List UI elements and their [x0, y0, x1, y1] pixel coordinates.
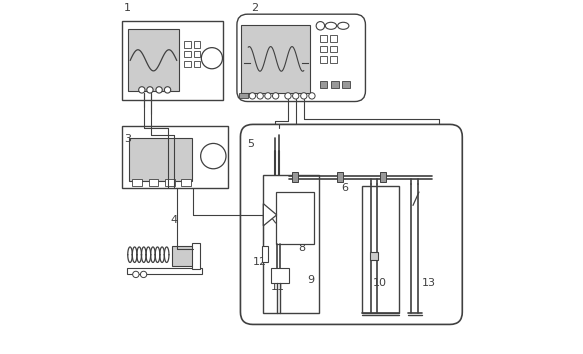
Bar [319, 56, 326, 63]
Bar [370, 252, 378, 260]
Bar [262, 246, 268, 262]
Bar [127, 268, 202, 274]
Ellipse shape [325, 22, 336, 29]
Text: 11: 11 [271, 282, 285, 292]
Bar [241, 25, 310, 93]
Bar [319, 81, 328, 88]
Text: 4: 4 [170, 215, 177, 225]
Bar [342, 81, 350, 88]
Text: 2: 2 [251, 4, 258, 13]
Circle shape [301, 93, 307, 99]
Text: 10: 10 [373, 278, 387, 288]
Bar [337, 172, 343, 182]
Bar [165, 179, 174, 186]
Bar [184, 61, 191, 67]
Text: 8: 8 [298, 243, 305, 253]
Circle shape [156, 87, 162, 93]
Circle shape [139, 87, 145, 93]
Text: 7: 7 [276, 234, 283, 244]
Bar [292, 172, 298, 182]
Bar [329, 35, 336, 42]
FancyBboxPatch shape [237, 14, 366, 102]
Bar [380, 172, 386, 182]
Text: 13: 13 [422, 278, 436, 288]
Circle shape [164, 87, 171, 93]
Circle shape [293, 93, 299, 99]
Text: 3: 3 [124, 134, 131, 144]
Bar [319, 46, 326, 52]
Ellipse shape [338, 22, 349, 29]
Bar [129, 138, 192, 181]
Circle shape [272, 93, 279, 99]
Bar [362, 186, 399, 313]
Bar [122, 21, 223, 100]
Polygon shape [264, 204, 277, 226]
Circle shape [141, 271, 147, 278]
Bar [132, 179, 142, 186]
Bar [271, 268, 289, 283]
Circle shape [257, 93, 264, 99]
Bar [276, 192, 314, 244]
Circle shape [316, 22, 325, 30]
Circle shape [309, 93, 315, 99]
Circle shape [265, 93, 271, 99]
Text: 6: 6 [341, 183, 348, 193]
Bar [331, 81, 339, 88]
Bar [194, 61, 201, 67]
Circle shape [147, 87, 153, 93]
Bar [329, 56, 336, 63]
Circle shape [201, 48, 223, 69]
Bar [122, 126, 228, 188]
Bar [319, 35, 326, 42]
FancyBboxPatch shape [240, 124, 462, 324]
Bar [239, 93, 248, 98]
Bar [128, 29, 179, 91]
Circle shape [201, 143, 226, 169]
Bar [192, 243, 200, 269]
Circle shape [133, 271, 139, 278]
Text: 5: 5 [247, 139, 255, 149]
Bar [173, 246, 194, 266]
Bar [194, 51, 201, 57]
Bar [262, 176, 319, 313]
Bar [184, 41, 191, 48]
Bar [149, 179, 159, 186]
Text: 12: 12 [253, 257, 267, 267]
Bar [181, 179, 191, 186]
Text: 9: 9 [307, 275, 314, 285]
Bar [329, 46, 336, 52]
Text: 1: 1 [124, 4, 131, 13]
Bar [184, 51, 191, 57]
Circle shape [250, 93, 255, 99]
Bar [194, 41, 201, 48]
Circle shape [285, 93, 291, 99]
